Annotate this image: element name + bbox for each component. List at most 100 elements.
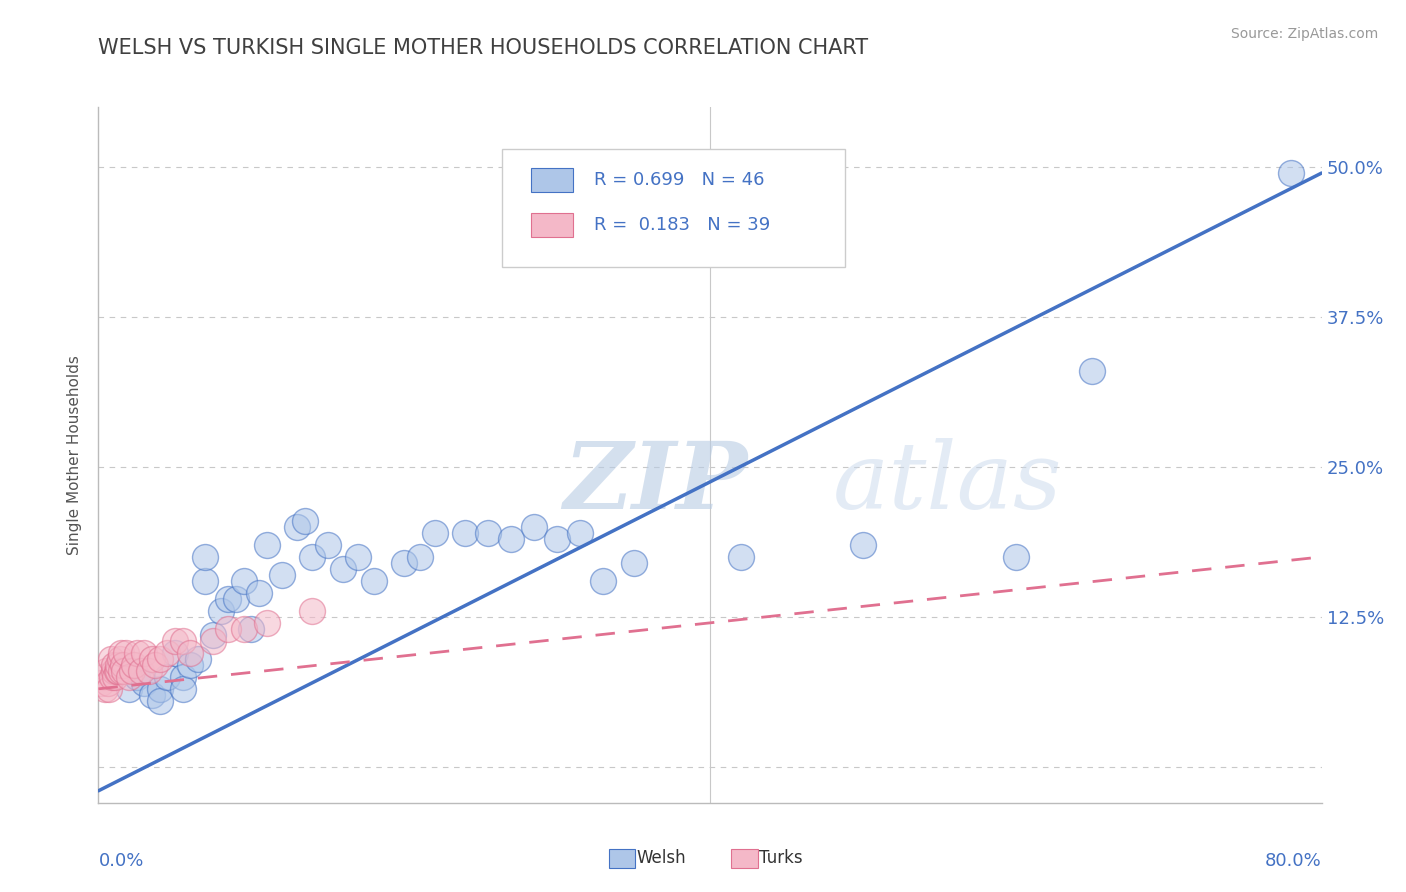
Point — [202, 633, 225, 648]
Point — [143, 657, 166, 672]
Point — [217, 622, 239, 636]
Point — [202, 628, 225, 642]
Point — [134, 676, 156, 690]
Point — [1004, 549, 1026, 564]
Point — [316, 538, 339, 552]
Point — [141, 688, 163, 702]
Point — [301, 604, 323, 618]
Point — [363, 574, 385, 588]
FancyBboxPatch shape — [531, 213, 574, 237]
Point — [1081, 364, 1104, 378]
Point — [149, 652, 172, 666]
Point — [408, 549, 430, 564]
Point — [240, 622, 263, 636]
Point — [104, 670, 127, 684]
Point — [546, 532, 568, 546]
Point — [172, 670, 194, 684]
Point — [121, 664, 143, 678]
Point — [163, 633, 186, 648]
Point — [110, 646, 132, 660]
Point — [392, 556, 416, 570]
Point — [129, 664, 152, 678]
Point — [623, 556, 645, 570]
Point — [97, 676, 120, 690]
Point — [101, 670, 124, 684]
Point — [347, 549, 370, 564]
Point — [156, 646, 179, 660]
Point — [156, 670, 179, 684]
Point — [256, 615, 278, 630]
Text: WELSH VS TURKISH SINGLE MOTHER HOUSEHOLDS CORRELATION CHART: WELSH VS TURKISH SINGLE MOTHER HOUSEHOLD… — [98, 38, 869, 58]
Point — [107, 657, 129, 672]
Point — [125, 646, 148, 660]
Point — [232, 622, 254, 636]
Point — [172, 681, 194, 696]
Point — [730, 549, 752, 564]
FancyBboxPatch shape — [609, 849, 636, 868]
Point — [225, 591, 247, 606]
Point — [592, 574, 614, 588]
Point — [90, 676, 112, 690]
Point — [285, 520, 308, 534]
FancyBboxPatch shape — [502, 149, 845, 267]
Point — [270, 567, 292, 582]
Point — [301, 549, 323, 564]
Point — [163, 646, 186, 660]
Point — [94, 664, 117, 678]
Point — [149, 694, 172, 708]
Point — [569, 525, 592, 540]
Point — [194, 574, 217, 588]
Point — [98, 681, 121, 696]
Point — [110, 664, 132, 678]
Point — [91, 670, 114, 684]
Text: atlas: atlas — [832, 438, 1062, 528]
Point — [93, 681, 115, 696]
FancyBboxPatch shape — [731, 849, 758, 868]
Text: Turks: Turks — [759, 849, 803, 867]
Text: 80.0%: 80.0% — [1265, 852, 1322, 870]
Point — [523, 520, 546, 534]
Point — [194, 549, 217, 564]
Point — [232, 574, 254, 588]
Point — [209, 604, 232, 618]
Point — [111, 657, 134, 672]
Point — [247, 586, 270, 600]
Point — [105, 664, 128, 678]
Point — [107, 664, 129, 678]
Text: ZIP: ZIP — [564, 438, 748, 528]
Point — [1279, 166, 1302, 180]
Point — [103, 664, 125, 678]
Point — [115, 646, 138, 660]
Text: Welsh: Welsh — [637, 849, 686, 867]
Point — [141, 652, 163, 666]
Point — [217, 591, 239, 606]
Point — [122, 657, 145, 672]
Point — [477, 525, 499, 540]
Point — [108, 652, 131, 666]
Point — [179, 657, 201, 672]
Text: R =  0.183   N = 39: R = 0.183 N = 39 — [593, 217, 770, 235]
Point — [138, 664, 160, 678]
Text: 0.0%: 0.0% — [98, 852, 143, 870]
Point — [179, 646, 201, 660]
Point — [125, 670, 148, 684]
Point — [100, 652, 122, 666]
Point — [852, 538, 875, 552]
Point — [423, 525, 446, 540]
Point — [501, 532, 523, 546]
Point — [134, 646, 156, 660]
Point — [294, 514, 316, 528]
Point — [172, 633, 194, 648]
Point — [118, 681, 141, 696]
Point — [256, 538, 278, 552]
Point — [332, 562, 354, 576]
Text: Source: ZipAtlas.com: Source: ZipAtlas.com — [1230, 27, 1378, 41]
Y-axis label: Single Mother Households: Single Mother Households — [67, 355, 83, 555]
Point — [112, 664, 135, 678]
Point — [187, 652, 209, 666]
Text: R = 0.699   N = 46: R = 0.699 N = 46 — [593, 171, 765, 189]
Point — [454, 525, 477, 540]
FancyBboxPatch shape — [531, 169, 574, 192]
Point — [103, 657, 125, 672]
Point — [118, 670, 141, 684]
